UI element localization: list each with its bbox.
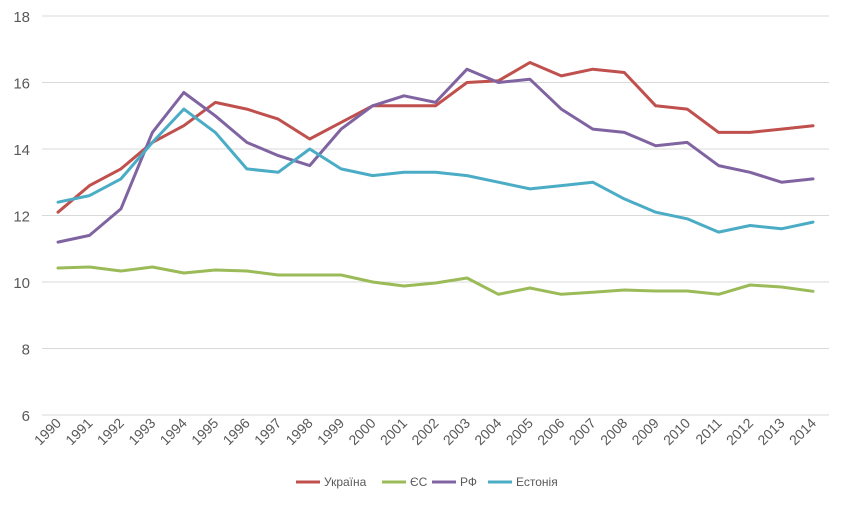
x-tick-label: 2001 xyxy=(377,415,410,448)
series-line-3 xyxy=(56,107,815,234)
x-tick-label: 2004 xyxy=(471,415,504,448)
x-tick-label: 1994 xyxy=(157,415,190,448)
gridlines xyxy=(42,15,829,416)
x-tick-label: 2011 xyxy=(692,415,725,448)
series-lines xyxy=(56,61,815,296)
x-tick-label: 1998 xyxy=(282,415,315,448)
legend: Україна ЄС РФ Естонія xyxy=(296,475,558,489)
x-tick-label: 2005 xyxy=(503,415,536,448)
x-tick-label: 2013 xyxy=(754,415,787,448)
x-tick-label: 2010 xyxy=(660,415,693,448)
y-axis-tick-labels: 6 8 10 12 14 16 18 xyxy=(13,9,30,425)
x-tick-label: 1990 xyxy=(31,415,64,448)
x-tick-label: 2009 xyxy=(628,415,661,448)
y-tick-label: 10 xyxy=(13,275,30,292)
series-line-1 xyxy=(56,265,815,296)
x-tick-label: 2007 xyxy=(566,415,599,448)
series-line-0 xyxy=(56,61,815,214)
legend-label-3: Естонія xyxy=(516,475,558,489)
x-tick-label: 1997 xyxy=(251,415,284,448)
x-tick-label: 2008 xyxy=(597,415,630,448)
x-tick-label: 1995 xyxy=(188,415,221,448)
legend-label-1: ЄС xyxy=(410,475,428,489)
y-tick-label: 18 xyxy=(13,9,30,26)
x-tick-label: 1999 xyxy=(314,415,347,448)
x-tick-label: 2006 xyxy=(534,415,567,448)
x-tick-label: 1996 xyxy=(220,415,253,448)
x-axis-tick-labels: 1990199119921993199419951996199719981999… xyxy=(31,415,819,448)
x-tick-label: 2000 xyxy=(345,415,378,448)
x-tick-label: 1992 xyxy=(94,415,127,448)
legend-label-2: РФ xyxy=(460,475,477,489)
y-tick-label: 16 xyxy=(13,76,30,93)
y-tick-label: 6 xyxy=(22,408,30,425)
x-tick-label: 2014 xyxy=(786,415,819,448)
x-tick-label: 1993 xyxy=(125,415,158,448)
x-tick-label: 2012 xyxy=(723,415,756,448)
x-tick-label: 2002 xyxy=(408,415,441,448)
series-line-2 xyxy=(56,67,815,244)
x-tick-label: 1991 xyxy=(62,415,95,448)
y-tick-label: 14 xyxy=(13,142,30,159)
x-tick-label: 2003 xyxy=(440,415,473,448)
y-tick-label: 12 xyxy=(13,209,30,226)
legend-label-0: Україна xyxy=(324,475,367,489)
y-tick-label: 8 xyxy=(22,342,30,359)
